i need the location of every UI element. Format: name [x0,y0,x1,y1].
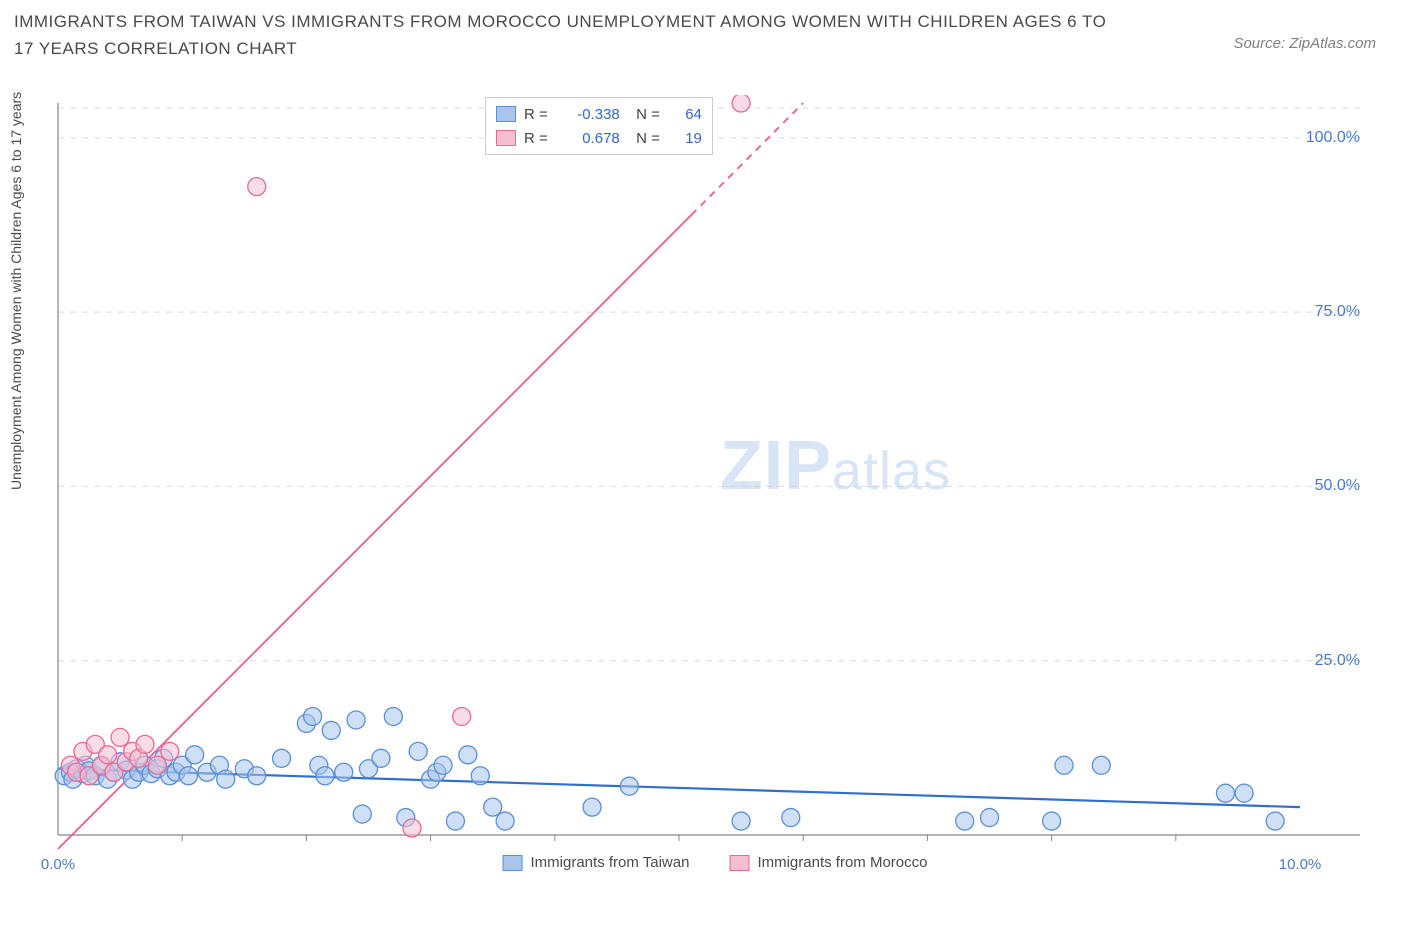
stats-row: R =-0.338 N =64 [496,102,702,126]
legend-label: Immigrants from Morocco [757,854,927,871]
legend-item: Immigrants from Taiwan [503,854,690,871]
chart-svg [50,95,1380,875]
legend-swatch [496,130,516,146]
source-attribution: Source: ZipAtlas.com [1233,35,1376,52]
y-tick: 50.0% [1315,477,1360,495]
legend-swatch [729,855,749,871]
y-axis-label: Unemployment Among Women with Children A… [8,92,24,490]
y-tick: 75.0% [1315,303,1360,321]
chart-title: IMMIGRANTS FROM TAIWAN VS IMMIGRANTS FRO… [14,8,1114,62]
x-tick: 0.0% [41,856,75,873]
stats-row: R =0.678 N =19 [496,126,702,150]
legend-label: Immigrants from Taiwan [531,854,690,871]
stats-legend: R =-0.338 N =64R =0.678 N =19 [485,97,713,155]
y-tick: 25.0% [1315,652,1360,670]
bottom-legend: Immigrants from Taiwan Immigrants from Mo… [503,854,928,871]
legend-item: Immigrants from Morocco [729,854,927,871]
legend-swatch [503,855,523,871]
y-tick: 100.0% [1306,129,1360,147]
x-tick: 10.0% [1279,856,1322,873]
legend-swatch [496,106,516,122]
plot-area: R =-0.338 N =64R =0.678 N =19 ZIPatlas 2… [50,95,1380,875]
